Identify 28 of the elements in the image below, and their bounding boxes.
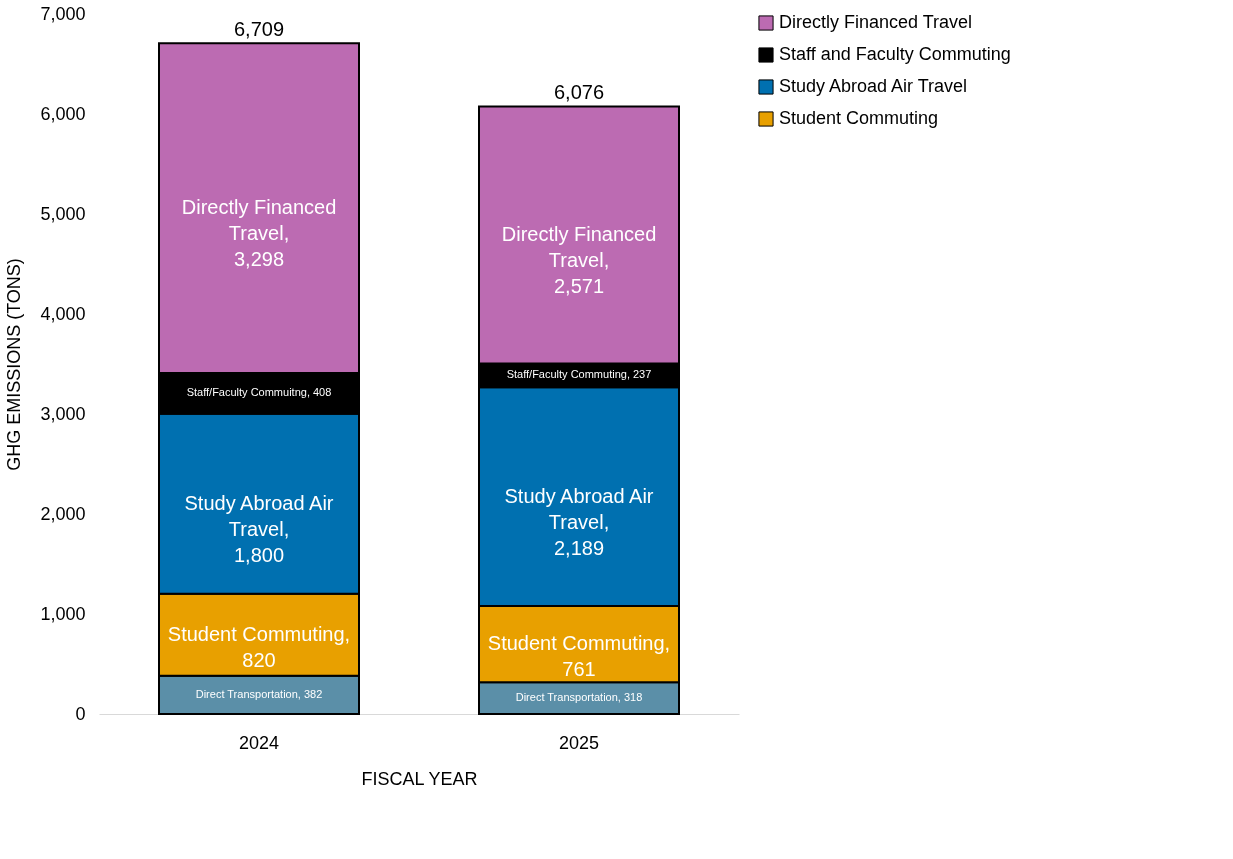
y-tick-label: 3,000 bbox=[40, 403, 86, 424]
x-tick-label: 2025 bbox=[558, 732, 600, 753]
x-axis-title: FISCAL YEAR bbox=[361, 768, 478, 789]
data-label: Directly Financed Travel, 2,571 bbox=[501, 222, 657, 297]
legend-label: Staff and Faculty Commuting bbox=[779, 44, 1011, 64]
legend-label: Study Abroad Air Travel bbox=[779, 76, 968, 96]
data-label: Study Abroad Air Travel, 1,800 bbox=[184, 491, 334, 566]
x-tick-label: 2024 bbox=[238, 732, 280, 753]
data-label: Staff/Faculty Commuitng, 408 bbox=[186, 386, 332, 399]
data-label: Directly Financed Travel, 3,298 bbox=[181, 196, 337, 271]
y-tick-label: 6,000 bbox=[40, 103, 86, 124]
y-tick-label: 2,000 bbox=[40, 503, 86, 524]
total-label: 6,709 bbox=[233, 18, 285, 41]
data-label: Student Commuting, 820 bbox=[167, 622, 351, 671]
y-tick-label: 7,000 bbox=[40, 3, 86, 24]
y-axis-title: GHG EMISSIONS (TONS) bbox=[4, 258, 25, 471]
total-label: 6,076 bbox=[553, 81, 605, 104]
legend-label: Student Commuting bbox=[779, 108, 939, 128]
data-label: Study Abroad Air Travel, 2,189 bbox=[504, 484, 654, 559]
y-tick-label: 0 bbox=[75, 703, 86, 724]
legend-label: Directly Financed Travel bbox=[779, 12, 973, 32]
data-label: Direct Transportation, 318 bbox=[515, 691, 643, 704]
y-tick-label: 1,000 bbox=[40, 603, 86, 624]
y-tick-label: 5,000 bbox=[40, 203, 86, 224]
y-tick-label: 4,000 bbox=[40, 303, 86, 324]
data-label: Student Commuting, 761 bbox=[487, 632, 671, 681]
data-label: Direct Transportation, 382 bbox=[195, 687, 323, 700]
data-label: Staff/Faculty Commuting, 237 bbox=[506, 368, 652, 381]
